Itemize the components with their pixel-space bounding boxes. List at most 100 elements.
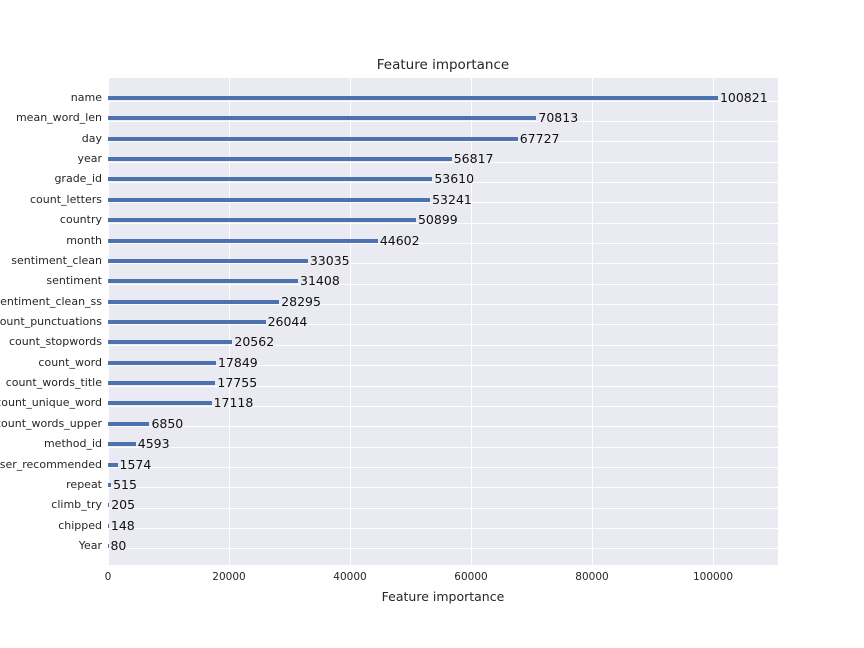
- x-tick-label: 20000: [212, 571, 246, 583]
- y-axis-label-text: count_unique_word: [0, 396, 102, 410]
- y-axis-label-text: count_stopwords: [8, 335, 102, 349]
- value-label: 4593: [137, 436, 170, 452]
- y-axis-label-text: count_word: [38, 355, 102, 369]
- y-axis-label: sentiment_clean_ss: [0, 294, 102, 310]
- plot-area: 100821 70813 67727 56817 53610 53241 50899 4460…: [108, 78, 778, 565]
- chart-title: Feature importance: [376, 57, 510, 73]
- y-axis-label-text: count_letters: [29, 192, 102, 206]
- bar: [108, 96, 718, 100]
- y-axis-label: count_stopwords: [0, 334, 102, 350]
- horizontal-gridline: [108, 263, 778, 265]
- bar: [108, 340, 233, 345]
- horizontal-gridline: [108, 120, 778, 122]
- x-tick-label: 0: [104, 571, 112, 583]
- y-axis-label: count_letters: [0, 192, 102, 208]
- bar: [108, 136, 518, 141]
- bar: [108, 238, 378, 243]
- value-label: 1574: [119, 456, 152, 472]
- horizontal-gridline: [108, 222, 778, 224]
- horizontal-gridline: [108, 507, 778, 509]
- y-axis-label: mean_word_len: [0, 110, 102, 126]
- horizontal-gridline: [108, 324, 778, 326]
- bar: [108, 421, 150, 426]
- value-label: 33035: [309, 252, 350, 268]
- value-label: 17755: [217, 375, 258, 391]
- horizontal-gridline: [108, 100, 778, 102]
- horizontal-gridline: [108, 283, 778, 285]
- y-axis-label-text: Year: [78, 538, 102, 552]
- y-axis-label: country: [0, 212, 102, 228]
- value-label: 28295: [281, 293, 321, 309]
- y-axis-label-text: user_recommended: [0, 457, 102, 471]
- horizontal-gridline: [108, 446, 778, 448]
- value-label: 148: [110, 517, 135, 533]
- horizontal-gridline: [108, 487, 778, 489]
- y-axis-label-text: sentiment_clean_ss: [0, 294, 102, 308]
- y-axis-label-text: sentiment: [46, 274, 102, 288]
- horizontal-gridline: [108, 365, 778, 367]
- bar: [108, 503, 110, 508]
- x-tick-label: 100000: [692, 571, 734, 583]
- y-axis-label: count_unique_word: [0, 395, 102, 411]
- horizontal-gridline: [108, 243, 778, 245]
- bar: [108, 319, 266, 324]
- x-tick-label: 80000: [575, 571, 609, 583]
- value-label: 17118: [213, 395, 254, 411]
- horizontal-gridline: [108, 304, 778, 306]
- y-axis-label: count_punctuations: [0, 314, 102, 330]
- y-axis-label: chipped: [0, 518, 102, 534]
- y-axis-label: day: [0, 131, 102, 147]
- y-axis-label-text: grade_id: [54, 172, 102, 186]
- value-label: 56817: [453, 151, 494, 167]
- y-axis-label: year: [0, 151, 102, 167]
- bar: [108, 523, 109, 528]
- value-label: 205: [111, 497, 136, 513]
- horizontal-gridline: [108, 548, 778, 550]
- bar: [108, 218, 416, 223]
- y-axis-label-text: count_punctuations: [0, 314, 102, 328]
- y-axis-label-text: year: [77, 152, 102, 166]
- value-label: 6850: [151, 415, 184, 431]
- y-axis-label: repeat: [0, 477, 102, 493]
- value-label: 44602: [379, 232, 420, 248]
- y-axis-label: user_recommended: [0, 457, 102, 473]
- vertical-gridline: [592, 78, 593, 565]
- y-axis-label-text: day: [81, 131, 102, 145]
- x-tick-label: 60000: [454, 571, 488, 583]
- value-label: 26044: [267, 313, 308, 329]
- horizontal-gridline: [108, 202, 778, 204]
- y-axis-label: count_words_upper: [0, 416, 102, 432]
- bar: [108, 116, 537, 121]
- value-label: 31408: [300, 273, 340, 289]
- y-axis-label-text: name: [70, 91, 102, 104]
- value-label: 53610: [434, 171, 475, 187]
- value-label: 67727: [519, 130, 560, 146]
- horizontal-gridline: [108, 344, 778, 346]
- bar: [108, 197, 431, 202]
- y-axis-label-text: mean_word_len: [15, 111, 102, 125]
- y-axis-label: Year: [0, 538, 102, 554]
- value-label: 17849: [217, 354, 258, 370]
- horizontal-gridline: [108, 385, 778, 387]
- vertical-gridline: [471, 78, 472, 565]
- y-axis-label: sentiment: [0, 273, 102, 289]
- bar: [108, 360, 216, 365]
- y-axis-label: grade_id: [0, 171, 102, 187]
- value-label: 70813: [538, 110, 579, 126]
- bar: [108, 442, 136, 447]
- y-axis-label-text: repeat: [66, 477, 102, 491]
- bar: [108, 482, 112, 487]
- horizontal-gridline: [108, 181, 778, 183]
- value-label: 50899: [417, 212, 458, 228]
- horizontal-gridline: [108, 426, 778, 428]
- bar: [108, 381, 216, 386]
- y-axis-label-text: sentiment_clean: [11, 253, 102, 267]
- bar: [108, 543, 109, 548]
- horizontal-gridline: [108, 528, 778, 530]
- y-axis-label: month: [0, 233, 102, 249]
- y-axis-label-text: count_words_title: [5, 376, 102, 390]
- x-axis-title: Feature importance: [381, 589, 505, 604]
- y-axis-label-text: month: [66, 233, 102, 247]
- bar: [108, 157, 452, 162]
